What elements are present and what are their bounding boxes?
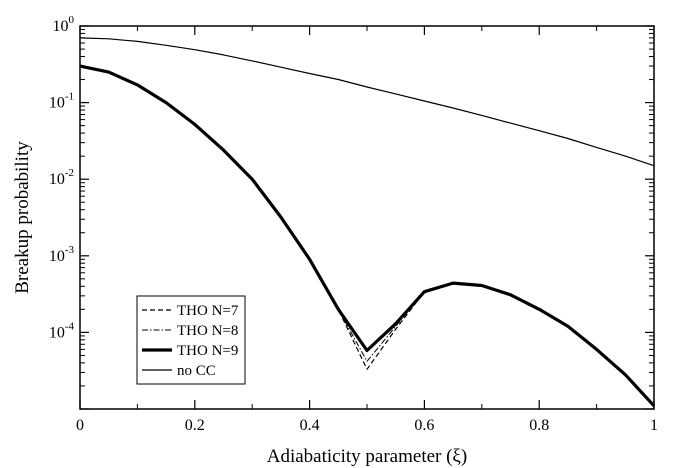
x-tick-label: 0 (76, 417, 84, 434)
ticks-layer: 0 0.2 0.4 0.6 0.8 1 10-4 10-3 10-2 10-1 100 (49, 14, 658, 434)
x-tick-label: 1 (650, 417, 658, 434)
y-tick-label: 10-1 (49, 91, 74, 112)
legend-label: THO N=7 (177, 303, 239, 319)
series-line-3 (79, 64, 656, 407)
legend-label: THO N=9 (177, 343, 238, 359)
legend-box (136, 295, 246, 385)
x-tick-label: 0.6 (414, 417, 434, 434)
y-tick-label: 10-2 (49, 167, 74, 188)
x-tick-label: 0.2 (185, 417, 205, 434)
y-tick-label: 100 (53, 14, 75, 35)
series-layer (79, 37, 656, 407)
x-tick-label: 0.4 (300, 417, 320, 434)
legend: THO N=7 THO N=8 THO N=9 no CC (136, 295, 246, 385)
legend-label: THO N=8 (177, 323, 238, 339)
x-axis-title: Adiabaticity parameter (ξ) (267, 446, 467, 467)
legend-label: no CC (177, 363, 216, 379)
y-tick-label: 10-4 (49, 320, 75, 341)
x-tick-label: 0.8 (529, 417, 549, 434)
y-tick-label: 10-3 (49, 244, 75, 265)
series-line-4 (79, 37, 655, 167)
y-axis-title: Breakup probability (12, 141, 33, 294)
